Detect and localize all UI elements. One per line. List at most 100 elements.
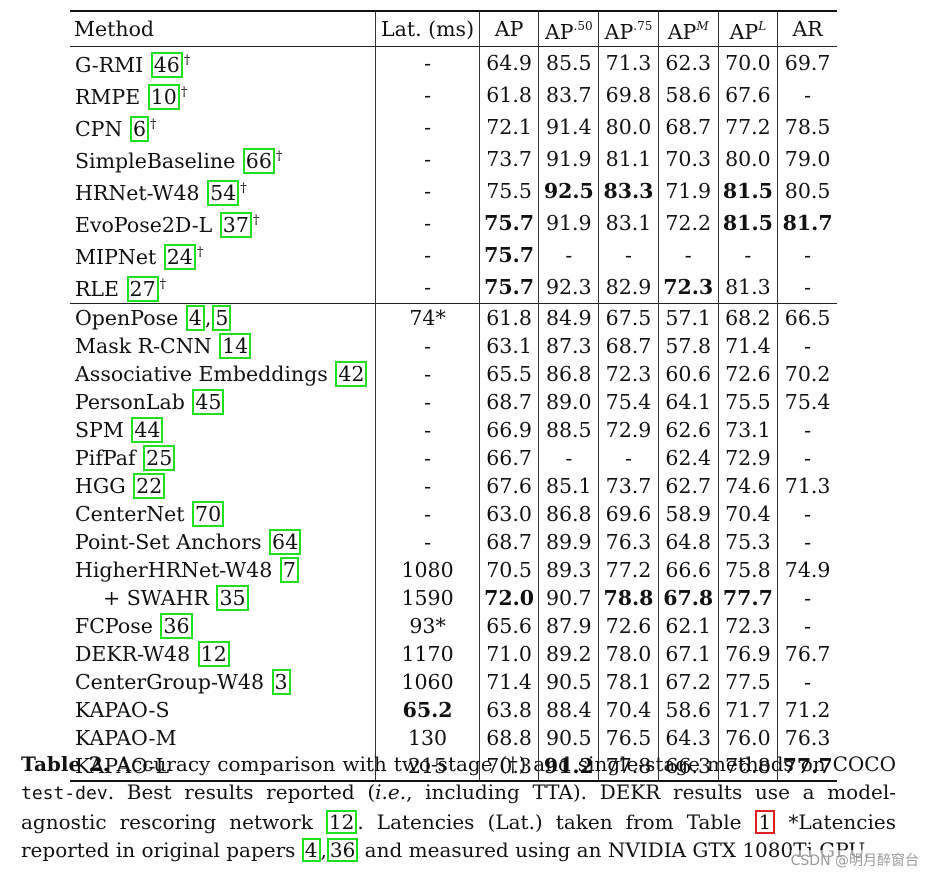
cell-lat: - xyxy=(375,111,480,143)
cell-ap75: 69.8 xyxy=(598,79,659,111)
cell-ap: 75.7 xyxy=(478,271,539,304)
caption-citation-4[interactable]: 4 xyxy=(301,838,321,862)
cell-lat: - xyxy=(375,388,480,416)
cell-ar: 74.9 xyxy=(777,556,837,584)
citation-link[interactable]: 3 xyxy=(271,669,291,695)
table-row: KAPAO-S 65.2 63.8 88.4 70.4 58.6 71.7 71.2 xyxy=(70,696,837,724)
two-stage-dagger: † xyxy=(180,85,188,100)
table-row: Mask R-CNN 14-63.1 87.3 68.7 57.8 71.4- xyxy=(70,332,837,360)
cell-ar: 70.2 xyxy=(777,360,837,388)
cell-lat: 1590 xyxy=(375,584,480,612)
two-stage-dagger: † xyxy=(159,277,167,292)
cell-apm: 71.9 xyxy=(657,175,719,207)
cell-apm: 72.2 xyxy=(657,207,719,239)
cell-ap75: - xyxy=(598,444,659,472)
citation-link[interactable]: 24 xyxy=(163,244,196,270)
table-row: HigherHRNet-W48 7 1080 70.5 89.3 77.2 66.6 75.… xyxy=(70,556,837,584)
table-header-row: Method Lat. (ms) AP AP.50 AP.75 APM APL … xyxy=(70,10,837,47)
citation-link[interactable]: 27 xyxy=(126,276,159,302)
citation-link[interactable]: 5 xyxy=(212,305,232,331)
citation-link[interactable]: 37 xyxy=(219,212,252,238)
cell-method: OpenPose 4,5 xyxy=(70,303,376,332)
citation-link[interactable]: 6 xyxy=(129,116,149,142)
cell-lat: - xyxy=(375,332,480,360)
citation-link[interactable]: 4 xyxy=(185,305,205,331)
cell-lat: - xyxy=(375,271,480,304)
cell-apl: 71.4 xyxy=(717,332,778,360)
cell-apl: 77.7 xyxy=(717,584,778,612)
citation-link[interactable]: 42 xyxy=(335,361,368,387)
citation-link[interactable]: 44 xyxy=(131,417,164,443)
cell-ap: 64.9 xyxy=(478,46,539,79)
citation-link[interactable]: 14 xyxy=(219,333,252,359)
header-ap75: AP.75 xyxy=(598,10,659,47)
cell-method: CPN 6 † xyxy=(70,111,376,143)
cell-ap75: 73.7 xyxy=(598,472,659,500)
citation-link[interactable]: 35 xyxy=(216,585,249,611)
cell-apl: 71.7 xyxy=(717,696,778,724)
method-name: CenterGroup-W48 xyxy=(75,670,264,694)
citation-link[interactable]: 7 xyxy=(279,557,299,583)
caption-text-2: . Best results reported ( xyxy=(107,780,376,804)
cell-ap75: 72.3 xyxy=(598,360,659,388)
caption-table-ref-1[interactable]: 1 xyxy=(754,810,776,834)
cell-ar: - xyxy=(777,612,837,640)
cell-ap50: 90.5 xyxy=(538,668,599,696)
two-stage-dagger: † xyxy=(196,245,204,260)
citation-link[interactable]: 66 xyxy=(242,148,275,174)
cell-apl: 74.6 xyxy=(717,472,778,500)
citation-link[interactable]: 36 xyxy=(160,613,193,639)
cell-ap75: 69.6 xyxy=(598,500,659,528)
cell-apl: 81.5 xyxy=(717,207,778,239)
cell-method: Point-Set Anchors 64 xyxy=(70,528,376,556)
method-name: Point-Set Anchors xyxy=(75,530,262,554)
citation-link[interactable]: 70 xyxy=(192,501,225,527)
cell-ar: - xyxy=(777,528,837,556)
citation-link[interactable]: 22 xyxy=(133,473,166,499)
cell-ap75: 67.5 xyxy=(598,303,659,332)
cell-ar: 78.5 xyxy=(777,111,837,143)
cell-lat: - xyxy=(375,79,480,111)
method-name: CenterNet xyxy=(75,502,185,526)
citation-link[interactable]: 46 xyxy=(150,52,183,78)
cell-ap50: 89.0 xyxy=(538,388,599,416)
two-stage-dagger: † xyxy=(183,53,191,68)
cell-ar: 76.3 xyxy=(777,724,837,752)
caption-citation-36[interactable]: 36 xyxy=(326,838,359,862)
cell-apl: 72.6 xyxy=(717,360,778,388)
header-method: Method xyxy=(70,10,376,47)
citation-link[interactable]: 54 xyxy=(207,180,240,206)
citation-link[interactable]: 64 xyxy=(269,529,302,555)
cell-ar: - xyxy=(777,79,837,111)
cell-method: Associative Embeddings 42 xyxy=(70,360,376,388)
citation-link[interactable]: 10 xyxy=(147,84,180,110)
cell-ap: 65.5 xyxy=(478,360,539,388)
cell-ap75: 76.5 xyxy=(598,724,659,752)
cell-lat: 65.2 xyxy=(375,696,480,724)
cell-method: HigherHRNet-W48 7 xyxy=(70,556,376,584)
cell-ap50: 89.9 xyxy=(538,528,599,556)
citation-link[interactable]: 45 xyxy=(192,389,225,415)
method-name: SPM xyxy=(75,418,124,442)
caption-citation-12[interactable]: 12 xyxy=(325,810,358,834)
cell-apm: 62.6 xyxy=(657,416,719,444)
table-row: Associative Embeddings 42-65.5 86.8 72.3 60… xyxy=(70,360,837,388)
cell-method: RLE 27 † xyxy=(70,271,376,304)
table-caption: Table 2. Accuracy comparison with two-st… xyxy=(21,750,896,864)
cell-apl: 68.2 xyxy=(717,303,778,332)
results-table: Method Lat. (ms) AP AP.50 AP.75 APM APL … xyxy=(70,10,837,782)
citation-link[interactable]: 12 xyxy=(197,641,230,667)
cell-ap50: 92.3 xyxy=(538,271,599,304)
cell-apm: 66.6 xyxy=(657,556,719,584)
method-name: + SWAHR xyxy=(103,586,209,610)
cell-apm: 58.9 xyxy=(657,500,719,528)
cell-method: SimpleBaseline 66 † xyxy=(70,143,376,175)
cell-apm: 70.3 xyxy=(657,143,719,175)
cell-ap50: 87.9 xyxy=(538,612,599,640)
citation-separator: , xyxy=(204,306,212,330)
cell-lat: - xyxy=(375,472,480,500)
citation-link[interactable]: 25 xyxy=(143,445,176,471)
cell-apl: 76.0 xyxy=(717,724,778,752)
cell-ap: 68.7 xyxy=(478,528,539,556)
cell-apm: 64.1 xyxy=(657,388,719,416)
